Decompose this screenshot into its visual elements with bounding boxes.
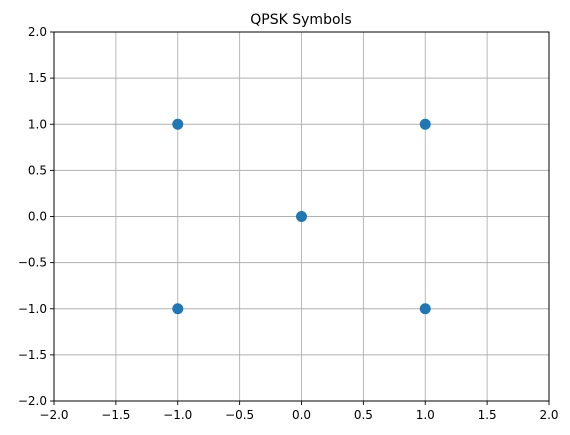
- tick-marks: [50, 31, 550, 405]
- x-tick-label: −0.5: [225, 408, 254, 422]
- y-tick-label: 0.5: [28, 163, 47, 177]
- data-point: [172, 118, 184, 130]
- x-tick-label: −2.0: [39, 408, 68, 422]
- x-tick-label: 0.0: [292, 408, 311, 422]
- x-axis-tick-labels: −2.0 −1.5 −1.0 −0.5 0.0 0.5 1.0 1.5 2.0: [39, 408, 558, 422]
- y-tick-label: 0.0: [28, 210, 47, 224]
- y-tick-label: −2.0: [18, 394, 47, 408]
- chart-title: QPSK Symbols: [250, 12, 351, 28]
- y-tick-label: −1.0: [18, 302, 47, 316]
- y-tick-label: 1.0: [28, 117, 47, 131]
- x-tick-label: −1.5: [101, 408, 130, 422]
- y-tick-label: −0.5: [18, 256, 47, 270]
- x-tick-label: 2.0: [539, 408, 558, 422]
- data-point: [419, 303, 431, 315]
- x-tick-label: 1.0: [416, 408, 435, 422]
- data-points: [172, 118, 431, 315]
- data-point: [172, 303, 184, 315]
- y-tick-label: 2.0: [28, 25, 47, 39]
- data-point: [419, 118, 431, 130]
- y-tick-label: 1.5: [28, 71, 47, 85]
- x-tick-label: −1.0: [163, 408, 192, 422]
- x-tick-label: 1.5: [478, 408, 497, 422]
- x-tick-label: 0.5: [354, 408, 373, 422]
- data-point: [296, 211, 307, 222]
- y-tick-label: −1.5: [18, 348, 47, 362]
- y-axis-tick-labels: −2.0 −1.5 −1.0 −0.5 0.0 0.5 1.0 1.5 2.0: [18, 25, 47, 408]
